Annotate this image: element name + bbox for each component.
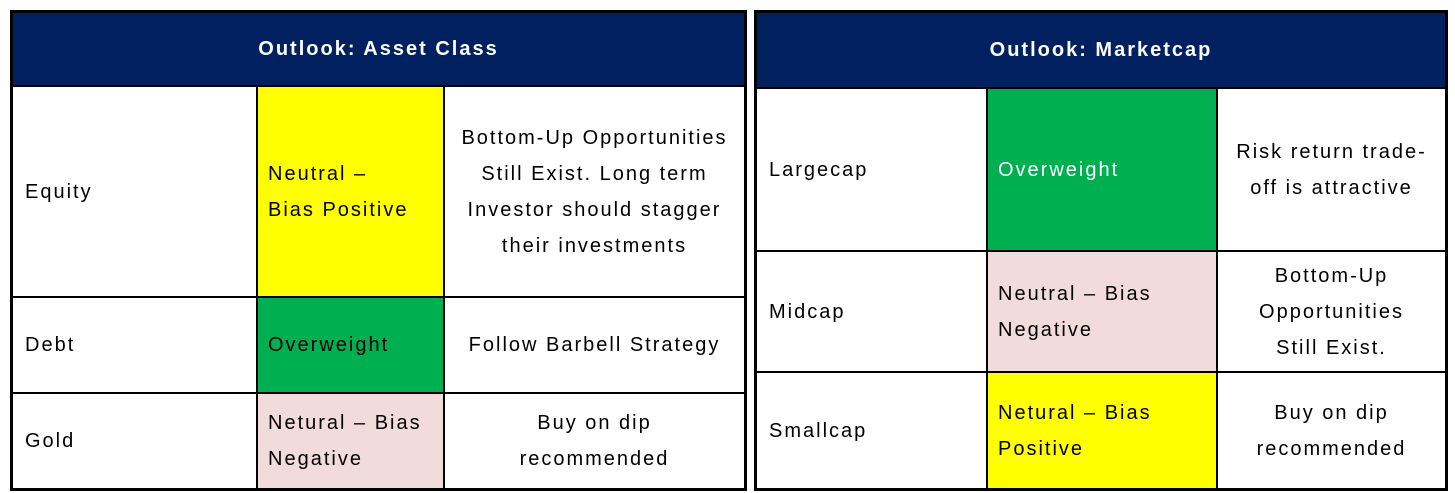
marketcap-name-label: Midcap xyxy=(769,300,846,323)
note-label: Follow Barbell Strategy xyxy=(468,334,721,356)
row-name-equity: Equity xyxy=(13,87,258,298)
note-cell-equity: Bottom-Up Opportunities Still Exist. Lon… xyxy=(445,87,744,298)
rating-label: Netural – Bias Negative xyxy=(268,412,422,470)
rating-label: Overweight xyxy=(998,158,1120,181)
note-cell-debt: Follow Barbell Strategy xyxy=(445,298,744,394)
rating-label: Netural – Bias Positive xyxy=(998,401,1152,460)
note-cell-smallcap: Buy on dip recommended xyxy=(1218,373,1445,488)
rating-cell-equity: Neutral – Bias Positive xyxy=(258,87,445,298)
marketcap-outlook-table: Outlook: Marketcap Largecap Overweight R… xyxy=(754,10,1448,491)
rating-cell-midcap: Neutral – Bias Negative xyxy=(988,252,1218,373)
rating-cell-smallcap: Netural – Bias Positive xyxy=(988,373,1218,488)
rating-cell-gold: Netural – Bias Negative xyxy=(258,394,445,488)
row-name-gold: Gold xyxy=(13,394,258,488)
row-name-debt: Debt xyxy=(13,298,258,394)
note-cell-largecap: Risk return trade-off is attractive xyxy=(1218,89,1445,252)
rating-label: Overweight xyxy=(268,334,390,356)
note-label: Buy on dip recommended xyxy=(519,412,670,470)
marketcap-name-label: Largecap xyxy=(769,158,869,181)
marketcap-table-title: Outlook: Marketcap xyxy=(757,13,1445,89)
note-cell-midcap: Bottom-Up Opportunities Still Exist. xyxy=(1218,252,1445,373)
rating-label: Neutral – Bias Negative xyxy=(998,282,1152,341)
note-label: Risk return trade-off is attractive xyxy=(1236,140,1427,199)
row-name-largecap: Largecap xyxy=(757,89,988,252)
asset-class-table-title: Outlook: Asset Class xyxy=(13,13,744,87)
rating-cell-largecap: Overweight xyxy=(988,89,1218,252)
rating-cell-debt: Overweight xyxy=(258,298,445,394)
asset-class-outlook-table: Outlook: Asset Class Equity Neutral – Bi… xyxy=(10,10,747,491)
asset-name-label: Equity xyxy=(25,180,93,203)
note-cell-gold: Buy on dip recommended xyxy=(445,394,744,488)
rating-label: Neutral – Bias Positive xyxy=(268,162,409,221)
row-name-smallcap: Smallcap xyxy=(757,373,988,488)
asset-name-label: Debt xyxy=(25,334,76,356)
row-name-midcap: Midcap xyxy=(757,252,988,373)
note-label: Buy on dip recommended xyxy=(1256,401,1407,460)
note-label: Bottom-Up Opportunities Still Exist. Lon… xyxy=(461,126,728,257)
note-label: Bottom-Up Opportunities Still Exist. xyxy=(1259,264,1404,359)
marketcap-name-label: Smallcap xyxy=(769,419,868,442)
asset-name-label: Gold xyxy=(25,430,76,452)
